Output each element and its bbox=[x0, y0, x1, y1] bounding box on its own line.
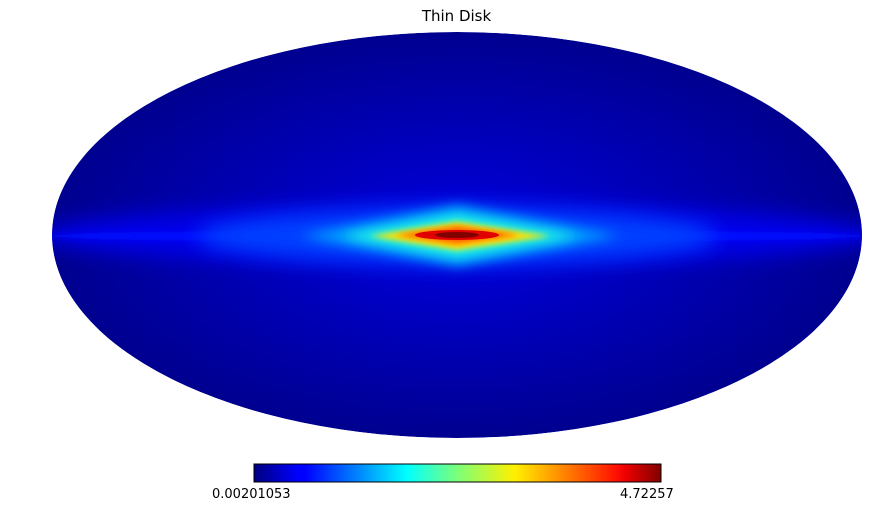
colorbar-max-label: 4.72257 bbox=[620, 487, 674, 502]
chart-title: Thin Disk bbox=[421, 7, 492, 25]
disk-core-peak bbox=[435, 232, 479, 238]
colorbar-min-label: 0.00201053 bbox=[212, 487, 291, 502]
sky-map bbox=[52, 32, 862, 438]
colorbar-gradient bbox=[253, 463, 662, 483]
